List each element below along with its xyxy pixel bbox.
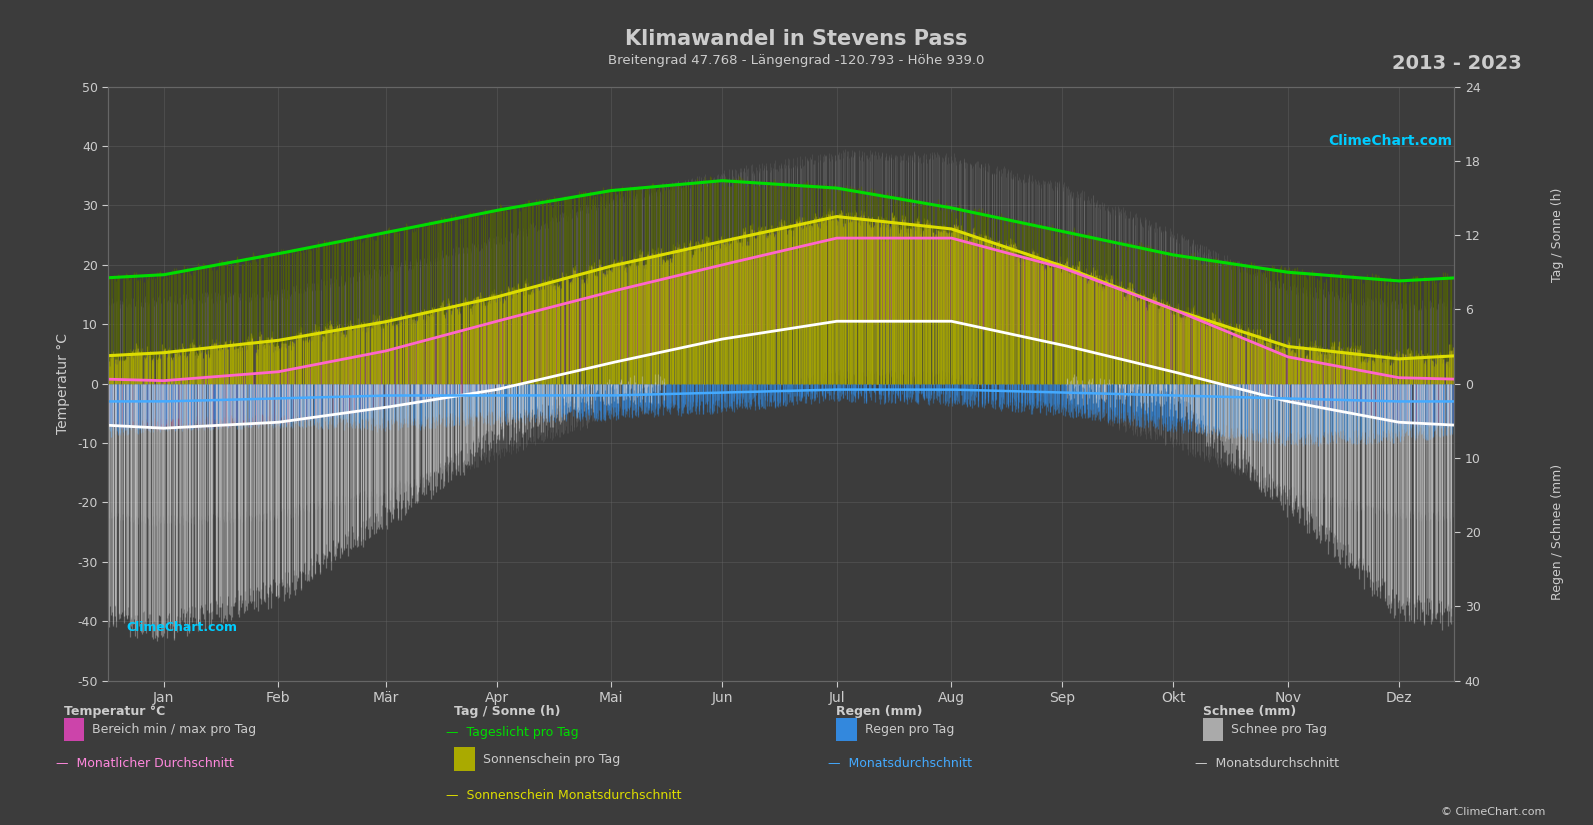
Text: Regen (mm): Regen (mm) [836, 705, 922, 719]
Text: Breitengrad 47.768 - Längengrad -120.793 - Höhe 939.0: Breitengrad 47.768 - Längengrad -120.793… [609, 54, 984, 67]
Text: Schnee pro Tag: Schnee pro Tag [1231, 723, 1327, 736]
Text: Bereich min / max pro Tag: Bereich min / max pro Tag [92, 723, 256, 736]
Y-axis label: Temperatur °C: Temperatur °C [56, 333, 70, 434]
Text: Regen pro Tag: Regen pro Tag [865, 723, 954, 736]
Text: 2013 - 2023: 2013 - 2023 [1392, 54, 1521, 73]
Text: —  Monatsdurchschnitt: — Monatsdurchschnitt [1195, 757, 1338, 771]
Text: —  Monatlicher Durchschnitt: — Monatlicher Durchschnitt [56, 757, 234, 771]
Text: Sonnenschein pro Tag: Sonnenschein pro Tag [483, 752, 620, 766]
Text: Temperatur °C: Temperatur °C [64, 705, 166, 719]
Text: Schnee (mm): Schnee (mm) [1203, 705, 1297, 719]
Text: ClimeChart.com: ClimeChart.com [127, 621, 237, 634]
Text: —  Monatsdurchschnitt: — Monatsdurchschnitt [828, 757, 972, 771]
Text: —  Tageslicht pro Tag: — Tageslicht pro Tag [446, 726, 578, 739]
Text: —  Sonnenschein Monatsdurchschnitt: — Sonnenschein Monatsdurchschnitt [446, 789, 682, 802]
Text: Tag / Sonne (h): Tag / Sonne (h) [454, 705, 561, 719]
Text: ClimeChart.com: ClimeChart.com [1329, 134, 1453, 148]
Text: Regen / Schnee (mm): Regen / Schnee (mm) [1552, 464, 1564, 601]
Text: Klimawandel in Stevens Pass: Klimawandel in Stevens Pass [624, 29, 969, 49]
Text: Tag / Sonne (h): Tag / Sonne (h) [1552, 188, 1564, 282]
Text: © ClimeChart.com: © ClimeChart.com [1440, 807, 1545, 817]
